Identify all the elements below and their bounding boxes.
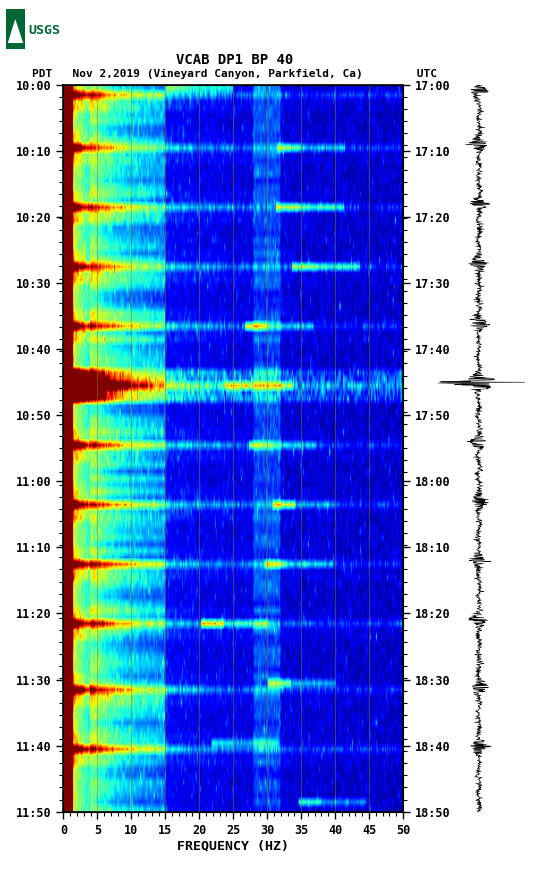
X-axis label: FREQUENCY (HZ): FREQUENCY (HZ) bbox=[177, 839, 289, 852]
Bar bbox=[6, 9, 25, 49]
Text: PDT   Nov 2,2019 (Vineyard Canyon, Parkfield, Ca)        UTC: PDT Nov 2,2019 (Vineyard Canyon, Parkfie… bbox=[32, 69, 437, 79]
Text: VCAB DP1 BP 40: VCAB DP1 BP 40 bbox=[176, 53, 293, 67]
Text: USGS: USGS bbox=[29, 24, 61, 37]
Polygon shape bbox=[8, 19, 23, 43]
